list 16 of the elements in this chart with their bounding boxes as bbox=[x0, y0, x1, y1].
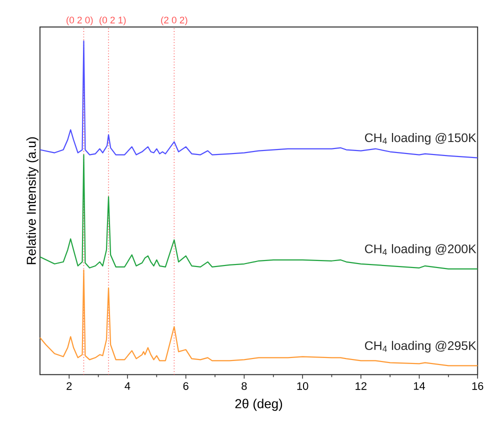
series-label: CH$_{4}$ loading @200K bbox=[364, 244, 476, 256]
text: (2 0 2) bbox=[161, 16, 188, 26]
x-tick-label: 12 bbox=[356, 382, 366, 390]
series-label: CH$_{4}$ loading @150K bbox=[364, 133, 476, 145]
x-tick-label: 14 bbox=[414, 382, 426, 390]
x-tick-label: 2 bbox=[66, 382, 72, 390]
x-tick-label: 8 bbox=[242, 382, 247, 390]
x-axis-title: 2θ (deg) bbox=[235, 398, 282, 412]
text: (0 2 0) bbox=[66, 16, 93, 26]
x-tick-label: 10 bbox=[297, 382, 308, 390]
y-axis-title: Relative Intensity (a.u) bbox=[26, 137, 38, 264]
x-tick-label: 16 bbox=[472, 382, 484, 390]
series-label: CH$_{4}$ loading @295K bbox=[364, 341, 476, 353]
text: (0 2 1) bbox=[100, 16, 126, 26]
x-tick-label: 6 bbox=[183, 382, 188, 390]
x-tick-label: 4 bbox=[124, 382, 130, 390]
